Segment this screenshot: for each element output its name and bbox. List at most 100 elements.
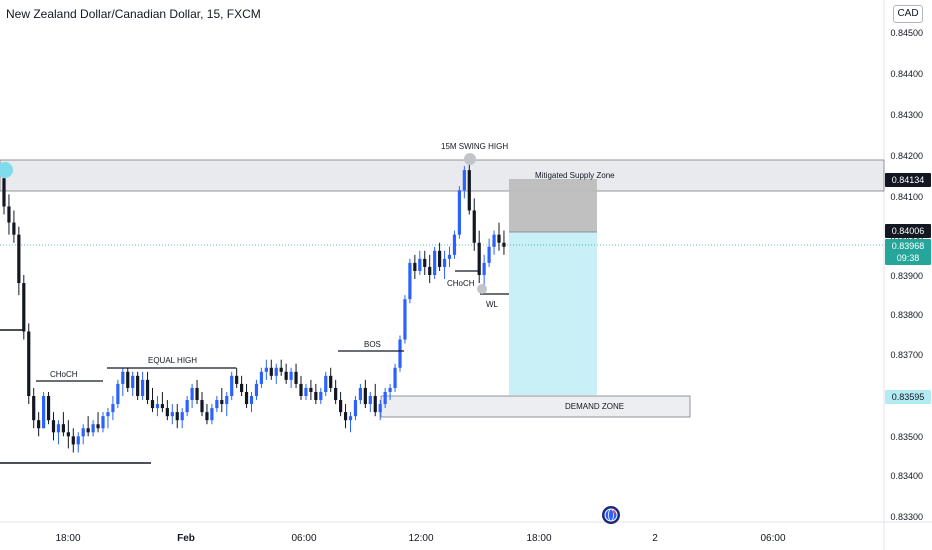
take-profit-zone xyxy=(509,232,597,395)
candle-body xyxy=(145,379,150,401)
candle-body xyxy=(175,412,179,421)
candle-body xyxy=(220,400,224,405)
stop-loss-zone xyxy=(509,179,597,232)
candle-body xyxy=(334,387,338,401)
candle-body xyxy=(497,234,501,243)
supply-zone-band xyxy=(0,159,885,192)
candle-body xyxy=(418,258,422,271)
candle-body xyxy=(438,250,442,267)
swing-low-marker xyxy=(477,284,487,294)
candle-body xyxy=(442,258,447,267)
candle-body xyxy=(304,387,308,396)
candle-body xyxy=(378,404,382,413)
price-label-text: 0.84134 xyxy=(892,175,925,185)
candle-body xyxy=(348,416,353,421)
candle-body xyxy=(358,387,362,401)
candle-body xyxy=(413,262,417,271)
candle-body xyxy=(141,379,145,396)
candle-body xyxy=(131,375,135,388)
candle-body xyxy=(428,266,432,275)
annotation-mitigated-supply: Mitigated Supply Zone xyxy=(535,171,615,180)
candle-body xyxy=(467,170,471,211)
candle-body xyxy=(180,412,184,421)
price-tick-label: 0.84200 xyxy=(890,151,923,161)
price-tick-label: 0.84100 xyxy=(890,192,923,202)
candle-body xyxy=(12,222,16,235)
candle-body xyxy=(240,383,244,392)
candle-body xyxy=(235,375,239,384)
price-tick-label: 0.83400 xyxy=(890,471,923,481)
candle-body xyxy=(76,436,80,445)
news-globe-dot xyxy=(612,510,616,514)
candle-body xyxy=(388,387,392,392)
candle-body xyxy=(452,234,457,255)
candle-body xyxy=(165,408,169,417)
candle-body xyxy=(393,367,397,388)
candle-body xyxy=(116,383,120,405)
time-tick-label: 06:00 xyxy=(760,533,785,544)
candle-body xyxy=(299,383,303,396)
price-label-bg xyxy=(885,390,931,404)
price-label-text: 09:38 xyxy=(897,253,920,263)
annotation-wl: WL xyxy=(486,300,499,309)
candle-body xyxy=(17,234,21,284)
news-globe-meridian xyxy=(608,508,614,522)
currency-badge[interactable]: CAD xyxy=(893,5,923,23)
annotation-swing-high: 15M SWING HIGH xyxy=(441,142,508,151)
time-tick-label: 2 xyxy=(652,533,658,544)
candle-body xyxy=(7,206,11,223)
candle-body xyxy=(195,387,199,401)
candle-body xyxy=(457,190,461,235)
candle-body xyxy=(111,404,115,413)
candle-body xyxy=(398,339,402,368)
price-label-bg xyxy=(885,224,931,238)
candle-body xyxy=(433,250,437,275)
candle-body xyxy=(487,246,491,263)
candle-body xyxy=(254,383,259,396)
candle-body xyxy=(2,178,6,207)
time-tick-label: Feb xyxy=(177,533,195,544)
candle-body xyxy=(215,400,219,409)
price-label-bg xyxy=(885,173,931,187)
annotation-bos: BOS xyxy=(364,340,381,349)
candle-body xyxy=(294,371,298,384)
candle-body xyxy=(244,391,249,405)
candle-body xyxy=(200,400,204,413)
candle-body xyxy=(447,254,452,259)
candle-body xyxy=(225,396,229,405)
candle-body xyxy=(61,424,65,433)
chart-title: New Zealand Dollar/Canadian Dollar, 15, … xyxy=(6,7,261,21)
time-tick-label: 18:00 xyxy=(526,533,551,544)
candle-body xyxy=(284,371,288,380)
candle-body xyxy=(22,283,26,332)
candle-body xyxy=(353,400,358,417)
candle-body xyxy=(408,262,412,300)
price-label-text: 0.83595 xyxy=(892,392,925,402)
annotation-choch-right: CHoCH xyxy=(447,279,475,288)
price-tick-label: 0.84500 xyxy=(890,28,923,38)
candle-body xyxy=(373,396,377,413)
candle-body xyxy=(96,424,100,429)
demand-zone-box xyxy=(380,395,691,418)
candle-body xyxy=(81,428,85,437)
candle-body xyxy=(279,367,283,372)
candle-body xyxy=(170,412,174,417)
candle-body xyxy=(319,391,323,401)
candle-body xyxy=(274,367,278,376)
candle-body xyxy=(86,428,90,433)
candle-body xyxy=(121,371,125,384)
candle-body xyxy=(66,432,70,437)
candle-body xyxy=(190,387,194,401)
price-tick-label: 0.84300 xyxy=(890,110,923,120)
candle-body xyxy=(259,371,263,384)
swing-high-marker xyxy=(464,153,476,165)
price-tick-label: 0.83500 xyxy=(890,432,923,442)
candle-body xyxy=(482,262,486,275)
price-label-bg xyxy=(885,239,931,253)
time-tick-label: 06:00 xyxy=(291,533,316,544)
annotation-choch-left: CHoCH xyxy=(50,370,78,379)
candle-body xyxy=(462,170,466,191)
news-globe-inner xyxy=(604,508,618,522)
candle-body xyxy=(269,367,273,376)
